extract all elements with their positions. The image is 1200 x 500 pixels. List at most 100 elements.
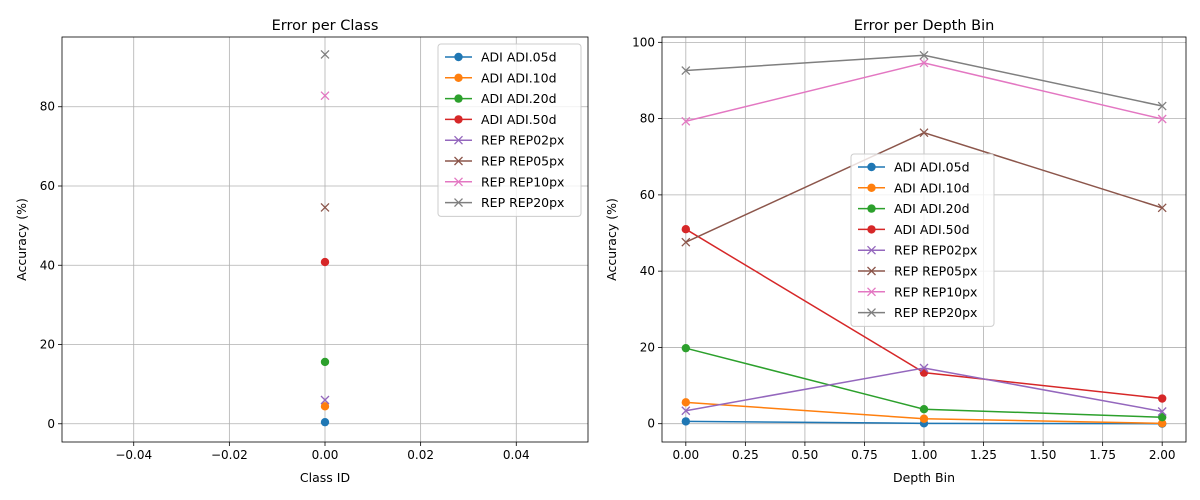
legend: ADI ADI.05d ADI ADI.10d ADI ADI.20d ADI ADI… bbox=[850, 153, 995, 327]
data-point bbox=[681, 398, 691, 407]
legend-label: ADI ADI.05d bbox=[894, 160, 970, 175]
legend-marker bbox=[454, 198, 463, 208]
series-rep-rep02px bbox=[320, 395, 330, 405]
data-point bbox=[1157, 419, 1167, 428]
y-tick-label: 20 bbox=[640, 340, 655, 354]
legend: ADI ADI.05d ADI ADI.10d ADI ADI.20d ADI ADI… bbox=[437, 43, 582, 217]
data-point bbox=[919, 368, 929, 377]
series-adi-adi-20d bbox=[681, 343, 1167, 422]
legend-label: REP REP10px bbox=[481, 174, 564, 189]
legend-label: ADI ADI.20d bbox=[481, 91, 557, 106]
series-adi-adi-50d bbox=[320, 257, 330, 267]
legend-marker bbox=[454, 177, 463, 187]
legend-marker bbox=[454, 73, 463, 83]
legend-marker bbox=[867, 266, 876, 276]
data-point bbox=[919, 363, 929, 373]
y-tick-label: 40 bbox=[640, 264, 655, 278]
chart-error-per-depth-bin: 0.00 0.25 0.50 0.75 1.00 1.25 1.50 1.75 2.00 0 20 4… bbox=[604, 18, 1187, 485]
data-point bbox=[919, 58, 929, 68]
x-tick-label: 0.02 bbox=[407, 448, 434, 462]
data-point bbox=[320, 417, 330, 427]
x-tick-label: 2.00 bbox=[1149, 448, 1176, 462]
legend-label: ADI ADI.50d bbox=[894, 222, 970, 237]
legend-label: REP REP10px bbox=[894, 284, 977, 299]
series-rep-rep20px bbox=[320, 49, 330, 59]
series-rep-rep02px bbox=[681, 363, 1167, 416]
data-point bbox=[681, 116, 691, 126]
data-point bbox=[320, 202, 330, 212]
series-rep-rep10px bbox=[320, 91, 330, 101]
data-point bbox=[681, 406, 691, 416]
chart-title: Error per Depth Bin bbox=[854, 18, 995, 34]
y-tick-label: 60 bbox=[640, 188, 655, 202]
x-tick-label: 0.25 bbox=[732, 448, 759, 462]
y-tick-label: 100 bbox=[632, 35, 655, 49]
y-tick-label: 80 bbox=[40, 100, 55, 114]
legend-marker bbox=[867, 287, 876, 297]
legend-marker bbox=[867, 204, 876, 213]
y-tick-label: 80 bbox=[640, 112, 655, 126]
y-tick-label: 60 bbox=[40, 179, 55, 193]
data-point bbox=[1157, 101, 1167, 111]
data-point bbox=[1157, 394, 1167, 403]
chart-title: Error per Class bbox=[272, 18, 379, 34]
x-tick-label: 0.50 bbox=[792, 448, 819, 462]
data-point bbox=[681, 343, 691, 353]
legend-label: ADI ADI.20d bbox=[894, 201, 970, 216]
data-point bbox=[320, 357, 330, 367]
legend-label: ADI ADI.10d bbox=[481, 70, 557, 85]
data-point bbox=[919, 128, 929, 138]
x-tick-label: 0.75 bbox=[851, 448, 878, 462]
x-tick-label: 1.50 bbox=[1030, 448, 1057, 462]
data-point bbox=[320, 395, 330, 405]
data-point bbox=[320, 402, 330, 411]
data-point bbox=[320, 49, 330, 59]
legend-label: REP REP20px bbox=[481, 195, 564, 210]
data-point bbox=[1157, 203, 1167, 213]
legend-box bbox=[437, 43, 582, 217]
y-tick-label: 20 bbox=[40, 338, 55, 352]
y-tick-label: 0 bbox=[47, 417, 55, 431]
legend-label: ADI ADI.10d bbox=[894, 180, 970, 195]
legend-marker bbox=[867, 308, 876, 318]
data-point bbox=[681, 237, 691, 247]
x-tick-label: 1.00 bbox=[911, 448, 938, 462]
x-tick-label: 0.04 bbox=[503, 448, 530, 462]
legend-label: ADI ADI.50d bbox=[481, 112, 557, 127]
data-point bbox=[681, 225, 691, 234]
x-tick-label: 1.25 bbox=[970, 448, 997, 462]
x-tick-label: 0.00 bbox=[672, 448, 699, 462]
y-axis-label: Accuracy (%) bbox=[14, 198, 29, 281]
data-point bbox=[681, 417, 691, 426]
data-point bbox=[1157, 114, 1167, 124]
y-tick-label: 0 bbox=[647, 417, 655, 431]
legend-marker bbox=[454, 156, 463, 166]
series-adi-adi-10d bbox=[320, 402, 330, 411]
series-adi-adi-10d bbox=[681, 398, 1167, 428]
x-axis-label: Depth Bin bbox=[893, 470, 955, 485]
legend-label: REP REP05px bbox=[481, 154, 564, 169]
x-tick-label: 1.75 bbox=[1089, 448, 1116, 462]
legend-marker bbox=[454, 135, 463, 145]
series-rep-rep05px bbox=[681, 128, 1167, 247]
series-adi-adi-50d bbox=[681, 225, 1167, 403]
series-rep-rep10px bbox=[681, 58, 1167, 126]
legend-marker bbox=[867, 162, 876, 172]
data-point bbox=[1157, 413, 1167, 422]
data-point bbox=[320, 257, 330, 267]
data-point bbox=[919, 50, 929, 60]
series-adi-adi-05d bbox=[320, 417, 330, 427]
legend-marker bbox=[454, 52, 463, 62]
x-tick-label: 0.00 bbox=[312, 448, 339, 462]
chart-error-per-class: −0.04 −0.02 0.00 0.02 0.04 0 20 40 60 80 Error per… bbox=[14, 18, 589, 485]
legend-marker bbox=[867, 225, 876, 234]
legend-marker bbox=[867, 183, 876, 192]
x-tick-label: −0.02 bbox=[211, 448, 248, 462]
y-axis-label: Accuracy (%) bbox=[604, 198, 619, 281]
legend-box bbox=[850, 153, 995, 327]
legend-label: REP REP05px bbox=[894, 264, 977, 279]
data-point bbox=[681, 66, 691, 76]
data-point bbox=[320, 91, 330, 101]
legend-label: REP REP02px bbox=[894, 243, 977, 258]
data-point bbox=[1157, 407, 1167, 416]
